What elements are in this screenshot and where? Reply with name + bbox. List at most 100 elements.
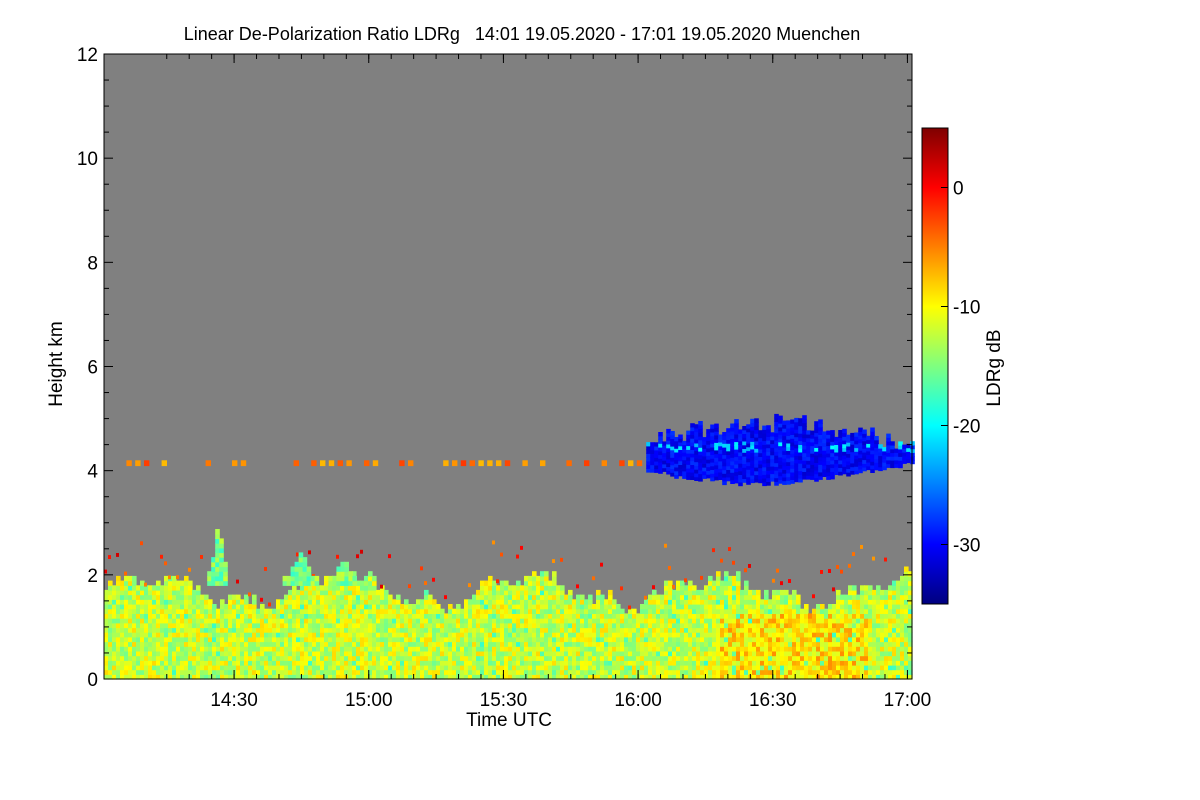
boundary-layer-cell [680, 599, 685, 605]
ice-cloud-cell [858, 450, 863, 455]
boundary-layer-cell [304, 627, 309, 633]
ice-cloud-cell [870, 442, 875, 447]
boundary-layer-cell [616, 622, 621, 629]
boundary-layer-cell [728, 627, 733, 633]
boundary-layer-cell [680, 632, 685, 638]
boundary-layer-cell [864, 604, 869, 610]
boundary-layer-cell [284, 622, 289, 629]
boundary-layer-cell [528, 627, 533, 633]
boundary-layer-cell [364, 650, 369, 657]
boundary-layer-cell [120, 594, 125, 600]
boundary-layer-cell [612, 641, 617, 647]
boundary-layer-cell [832, 604, 837, 610]
boundary-layer-cell [268, 660, 273, 666]
boundary-layer-cell [252, 641, 257, 647]
boundary-layer-cell [420, 660, 425, 666]
boundary-layer-cell [624, 618, 629, 624]
boundary-layer-cell [336, 669, 341, 675]
boundary-layer-cell [136, 636, 141, 643]
ice-cloud-cell [758, 478, 763, 484]
boundary-layer-cell [148, 585, 153, 591]
boundary-layer-cell [872, 650, 877, 657]
boundary-layer-cell [148, 589, 153, 596]
ice-cloud-cell [718, 457, 723, 462]
boundary-layer-cell [468, 669, 473, 675]
ice-cloud-cell [726, 432, 731, 437]
boundary-layer-cell [732, 608, 737, 614]
ice-cloud-cell [782, 424, 787, 429]
boundary-layer-cell [908, 589, 913, 596]
boundary-layer-cell [220, 650, 225, 657]
boundary-layer-cell [720, 632, 725, 638]
ice-cloud-cell [682, 474, 687, 479]
boundary-layer-cell [552, 613, 557, 619]
boundary-layer-cell [124, 655, 129, 661]
boundary-layer-cell [172, 660, 177, 666]
boundary-layer-cell [708, 664, 713, 671]
speckle-cell [492, 540, 495, 545]
boundary-layer-cell [732, 650, 737, 657]
boundary-layer-cell [580, 674, 585, 680]
boundary-layer-cell [608, 669, 613, 675]
boundary-layer-cell [480, 664, 485, 671]
ice-cloud-cell [818, 475, 823, 480]
boundary-layer-cell [628, 646, 633, 652]
boundary-layer-cell [648, 669, 653, 675]
boundary-layer-cell [660, 650, 665, 657]
boundary-layer-cell [604, 622, 609, 629]
speckle-cell [296, 552, 299, 557]
boundary-layer-cell [528, 585, 533, 591]
boundary-layer-cell [876, 636, 881, 643]
boundary-layer-cell [304, 622, 309, 629]
boundary-layer-cell [788, 674, 793, 680]
boundary-layer-cell [464, 627, 469, 633]
boundary-layer-cell [908, 627, 913, 633]
ice-cloud-cell [738, 474, 743, 479]
ice-cloud-cell [738, 440, 743, 445]
boundary-layer-cell [476, 646, 481, 652]
ice-cloud-cell [842, 451, 847, 456]
boundary-layer-cell [780, 655, 785, 661]
boundary-layer-cell [812, 674, 817, 680]
boundary-layer-cell [252, 632, 257, 638]
ice-cloud-cell [838, 452, 843, 457]
boundary-layer-cell [596, 627, 601, 633]
boundary-layer-cell [472, 674, 477, 680]
boundary-layer-cell [892, 669, 897, 675]
boundary-layer-cell [684, 589, 689, 596]
boundary-layer-cell [572, 627, 577, 633]
boundary-layer-cell [728, 580, 733, 586]
boundary-layer-cell [804, 674, 809, 680]
boundary-layer-cell [828, 660, 833, 666]
boundary-layer-cell [388, 608, 393, 614]
boundary-layer-cell [384, 669, 389, 675]
boundary-layer-cell [352, 669, 357, 675]
boundary-layer-cell [840, 622, 845, 629]
boundary-layer-cell [176, 650, 181, 657]
boundary-layer-cell [232, 636, 237, 643]
boundary-layer-cell [128, 669, 133, 675]
ice-cloud-cell [830, 463, 835, 469]
boundary-layer-cell [152, 585, 157, 591]
boundary-layer-cell [208, 618, 213, 624]
ice-cloud-cell [802, 441, 807, 446]
boundary-layer-cell [176, 613, 181, 619]
boundary-layer-cell [496, 627, 501, 633]
boundary-layer-cell [908, 575, 913, 582]
boundary-layer-cell [388, 632, 393, 638]
boundary-layer-cell [576, 664, 581, 671]
boundary-layer-cell [236, 660, 241, 666]
boundary-layer-cell [780, 646, 785, 652]
boundary-layer-cell [760, 604, 765, 610]
boundary-layer-cell [784, 604, 789, 610]
boundary-layer-cell [108, 650, 113, 657]
boundary-layer-cell [208, 599, 213, 605]
boundary-layer-cell [444, 636, 449, 643]
boundary-layer-cell [228, 674, 233, 680]
boundary-layer-cell [516, 608, 521, 614]
boundary-layer-cell [748, 632, 753, 638]
ice-cloud-cell [822, 453, 827, 459]
boundary-layer-cell [860, 589, 865, 596]
ice-cloud-cell [742, 429, 747, 434]
boundary-layer-cell [196, 669, 201, 675]
